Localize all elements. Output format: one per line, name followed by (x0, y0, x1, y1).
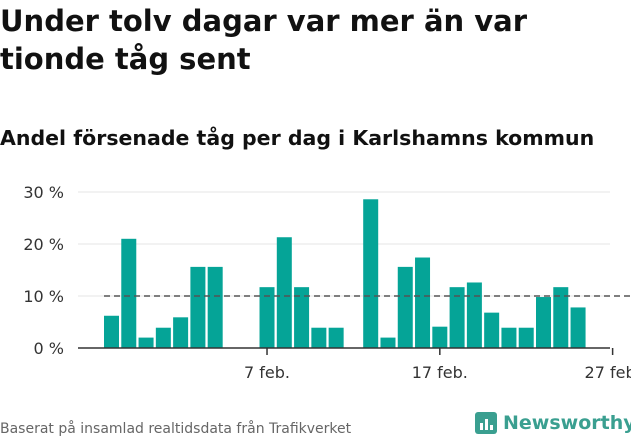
bar (190, 266, 206, 348)
x-tick-label: 7 feb. (244, 363, 290, 382)
y-axis-ticks: 0 % 10 % 20 % 30 % (23, 183, 64, 358)
bar (311, 327, 327, 348)
bar (363, 199, 379, 348)
bar (570, 307, 586, 348)
bar (276, 237, 292, 348)
bar (518, 327, 534, 348)
bar (138, 337, 154, 348)
bar (553, 287, 569, 348)
y-tick-label: 0 % (34, 339, 64, 358)
bar (415, 257, 431, 348)
y-tick-label: 10 % (23, 287, 64, 306)
x-tick-label: 27 feb. (585, 363, 631, 382)
bar (104, 315, 119, 348)
brand-name: Newsworthy (503, 412, 631, 434)
bar (484, 312, 500, 348)
bar (259, 287, 275, 348)
bar (449, 287, 465, 348)
chart-title: Under tolv dagar var mer än var tionde t… (0, 4, 528, 76)
y-tick-label: 30 % (23, 183, 64, 202)
bar (207, 266, 223, 348)
bars (104, 199, 586, 348)
source-note: Baserat på insamlad realtidsdata från Tr… (0, 421, 352, 437)
y-tick-label: 20 % (23, 235, 64, 254)
bar (155, 327, 171, 348)
x-tick-label: 17 feb. (412, 363, 468, 382)
bar (466, 282, 482, 348)
bar (536, 297, 551, 348)
chart-subtitle: Andel försenade tåg per dag i Karlshamns… (0, 126, 595, 150)
bar (121, 238, 137, 348)
x-axis-ticks: 7 feb. 17 feb. 27 feb. (244, 348, 631, 382)
bar (380, 337, 396, 348)
brand-logo: Newsworthy (475, 408, 631, 438)
bar (294, 287, 310, 348)
bar (501, 327, 517, 348)
bar (173, 317, 189, 348)
grid-lines (78, 191, 610, 297)
bar (432, 326, 448, 348)
bar (328, 327, 344, 348)
bar (397, 266, 413, 348)
bar-chart-icon (475, 412, 497, 434)
